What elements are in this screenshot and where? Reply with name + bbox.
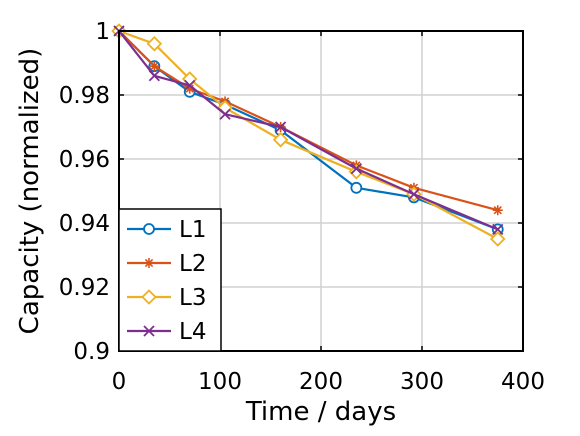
legend-item-l4: L4: [127, 319, 206, 345]
marker-shape: [350, 181, 363, 194]
x-axis-label: Time / days: [245, 397, 396, 427]
marker-shape: [149, 61, 160, 72]
marker-shape: [146, 36, 163, 52]
legend-box: [118, 208, 222, 352]
legend-label-l2: L2: [179, 251, 206, 277]
x-tick-label: 400: [501, 369, 545, 395]
marker-shape: [489, 231, 506, 247]
y-tick-label: 0.94: [59, 211, 110, 237]
series-l3-point: [272, 132, 289, 148]
marker-shape: [148, 70, 160, 82]
series-l4-point: [492, 223, 504, 236]
x-tick-label: 300: [400, 369, 444, 395]
marker-shape: [350, 162, 362, 175]
y-tick-label: 0.92: [59, 275, 110, 301]
y-tick-label: 0.9: [73, 339, 110, 365]
series-l2-line: [118, 30, 499, 212]
legend-swatch-marker: [141, 289, 157, 305]
marker-shape: [143, 223, 155, 235]
legend-item-l2: L2: [127, 251, 206, 277]
legend-label-l3: L3: [179, 285, 206, 311]
legend-swatch-marker: [143, 325, 155, 337]
series-l1-point: [350, 181, 363, 194]
marker-shape: [141, 289, 157, 305]
legend: L1 L2 L3 L4: [118, 208, 222, 352]
x-tick-label: 0: [112, 369, 127, 395]
marker-shape: [184, 79, 196, 92]
series-l2-point: [149, 61, 160, 72]
y-tick-label: 0.98: [59, 83, 110, 109]
marker-shape: [144, 258, 154, 268]
series-l4-point: [408, 188, 420, 200]
marker-shape: [143, 325, 155, 337]
series-l4-point: [274, 121, 287, 133]
series-l4-line: [118, 30, 499, 231]
marker-shape: [272, 132, 289, 148]
marker-shape: [184, 83, 195, 94]
axis-ticks: 0 100 200 300 400 0.9 0.92 0.94 0.96 0.98 1: [59, 19, 545, 395]
marker-shape: [274, 121, 287, 133]
legend-item-l3: L3: [127, 285, 206, 311]
y-tick-label: 1: [95, 19, 110, 45]
marker-shape: [219, 108, 231, 120]
y-axis-label: Capacity (normalized): [15, 48, 45, 335]
series-l4-point: [184, 79, 196, 92]
series-l4-point: [219, 108, 231, 120]
legend-swatch-marker: [144, 258, 154, 268]
legend-label-l4: L4: [179, 319, 206, 345]
series-l2-point: [184, 83, 195, 94]
x-tick-label: 100: [198, 369, 242, 395]
series-l4: [113, 25, 504, 236]
legend-swatch-marker: [143, 223, 155, 235]
series-l4-point: [350, 162, 362, 175]
marker-shape: [492, 205, 503, 216]
legend-item-l1: L1: [127, 217, 206, 243]
marker-shape: [492, 223, 504, 236]
marker-shape: [408, 188, 420, 200]
series-l2-point: [492, 205, 503, 216]
y-tick-label: 0.96: [59, 147, 110, 173]
series-l3-point: [489, 231, 506, 247]
x-tick-label: 200: [299, 369, 343, 395]
series-l4-point: [148, 70, 160, 82]
legend-label-l1: L1: [179, 217, 206, 243]
series-l3-point: [146, 36, 163, 52]
